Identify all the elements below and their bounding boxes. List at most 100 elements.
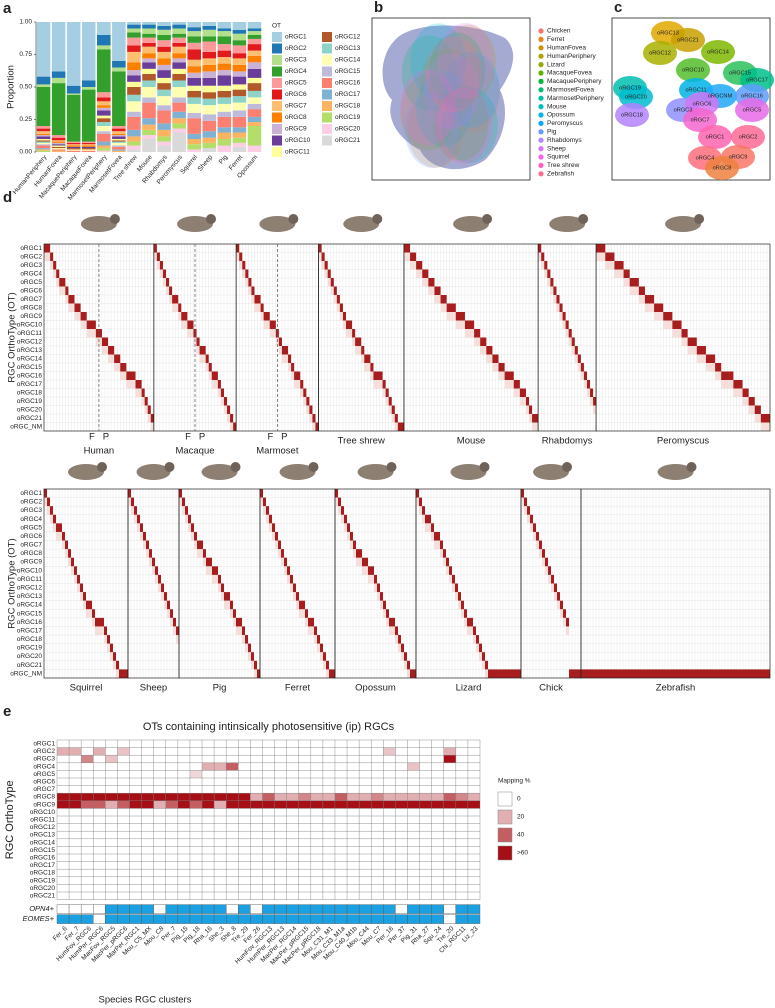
bar-segment [187, 103, 201, 113]
row-label: oRGC11 [17, 330, 42, 337]
legend-marker [538, 137, 544, 143]
bar-segment [172, 102, 186, 112]
heat-shade [218, 583, 221, 593]
bar-segment [172, 132, 186, 152]
heat-shade [263, 320, 270, 329]
heat-cell [202, 793, 215, 801]
heat-shade [754, 414, 761, 423]
legend-label: oRGC12 [335, 34, 361, 41]
heat-cell [263, 497, 266, 507]
bar-segment [202, 77, 217, 86]
annotation-cell [189, 904, 203, 914]
bar-segment [247, 145, 262, 152]
heat-cell [69, 800, 82, 809]
heat-cell [407, 793, 420, 801]
annotation-cell [467, 914, 481, 924]
panel-label: e [3, 703, 11, 720]
heat-shade [104, 635, 107, 644]
annotation-cell [322, 914, 336, 924]
bar-segment [142, 129, 156, 136]
annotation-cell [225, 904, 239, 914]
heat-shade [440, 303, 447, 312]
heat-shade [170, 617, 173, 627]
legend-label: oRGC9 [285, 126, 307, 133]
heat-shade [760, 422, 770, 431]
heat-cell [155, 566, 158, 575]
heat-shade [120, 371, 127, 380]
heat-shade [386, 617, 389, 627]
cluster-label: oRGC6 [693, 101, 712, 107]
legend-label: oRGC6 [285, 91, 307, 98]
bar-segment [217, 85, 232, 91]
bar-segment [81, 149, 96, 151]
row-label: oRGC7 [33, 786, 55, 793]
legend-swatch [272, 147, 282, 157]
heat-shade [742, 397, 749, 406]
legend-label: Squirrel [547, 154, 570, 161]
bar-segment [217, 44, 232, 51]
heat-shade [721, 380, 734, 389]
row-label: oRGC12 [17, 585, 43, 592]
annotation-cell [310, 914, 324, 924]
heat-shade [144, 405, 148, 414]
heat-cell [248, 643, 251, 653]
heat-shade [321, 261, 325, 270]
heat-shade [374, 583, 377, 593]
cluster-label: oRGC7 [691, 117, 710, 123]
bar-segment [232, 89, 247, 97]
heat-cell [681, 329, 688, 338]
heat-shade [419, 506, 422, 515]
cluster-region [676, 58, 710, 82]
heat-cell [467, 617, 473, 627]
heat-shade [140, 531, 143, 541]
bar-segment [157, 77, 171, 84]
bar-segment [142, 24, 156, 29]
bar-segment [232, 53, 247, 59]
animal-icon [450, 464, 487, 480]
heat-cell [623, 269, 630, 278]
heat-cell [440, 540, 443, 550]
bar-segment [202, 148, 217, 152]
annotation-cell [298, 914, 312, 924]
legend-marker [538, 104, 544, 110]
legend-label: oRGC20 [335, 126, 361, 133]
legend-swatch [322, 66, 332, 77]
cluster-region [615, 103, 649, 127]
heat-shade [147, 414, 151, 423]
heat-cell [233, 609, 236, 618]
heat-shade [382, 388, 386, 397]
heat-cell [166, 278, 170, 287]
bar-segment [112, 61, 126, 68]
heat-shade [464, 617, 467, 627]
heat-shade [385, 397, 389, 406]
species-region [425, 36, 482, 113]
heat-cell [245, 635, 248, 644]
legend-label: Ferret [547, 36, 565, 43]
heat-shade [266, 514, 269, 524]
heat-shade [291, 371, 295, 380]
heat-shade [187, 329, 194, 338]
heat-shade [623, 278, 630, 287]
heat-shade [347, 531, 350, 541]
heat-cell [715, 363, 722, 372]
heat-cell [214, 762, 227, 771]
heat-shade [161, 592, 164, 601]
heat-cell [323, 652, 326, 661]
heat-shade [474, 337, 481, 346]
heat-shade [434, 540, 440, 550]
heat-cell [119, 669, 128, 678]
heat-shade [227, 414, 231, 423]
heat-cell [131, 497, 134, 507]
heat-shade [50, 514, 53, 524]
heat-cell [159, 261, 163, 270]
annotation-cell [310, 904, 324, 914]
heat-cell [303, 388, 307, 397]
heat-shade [188, 523, 191, 532]
bar-segment [217, 127, 232, 133]
heat-shade [65, 295, 69, 304]
heat-cell [377, 583, 380, 593]
bar-segment [187, 113, 201, 119]
heat-cell [288, 354, 292, 363]
heat-shade [407, 669, 410, 678]
